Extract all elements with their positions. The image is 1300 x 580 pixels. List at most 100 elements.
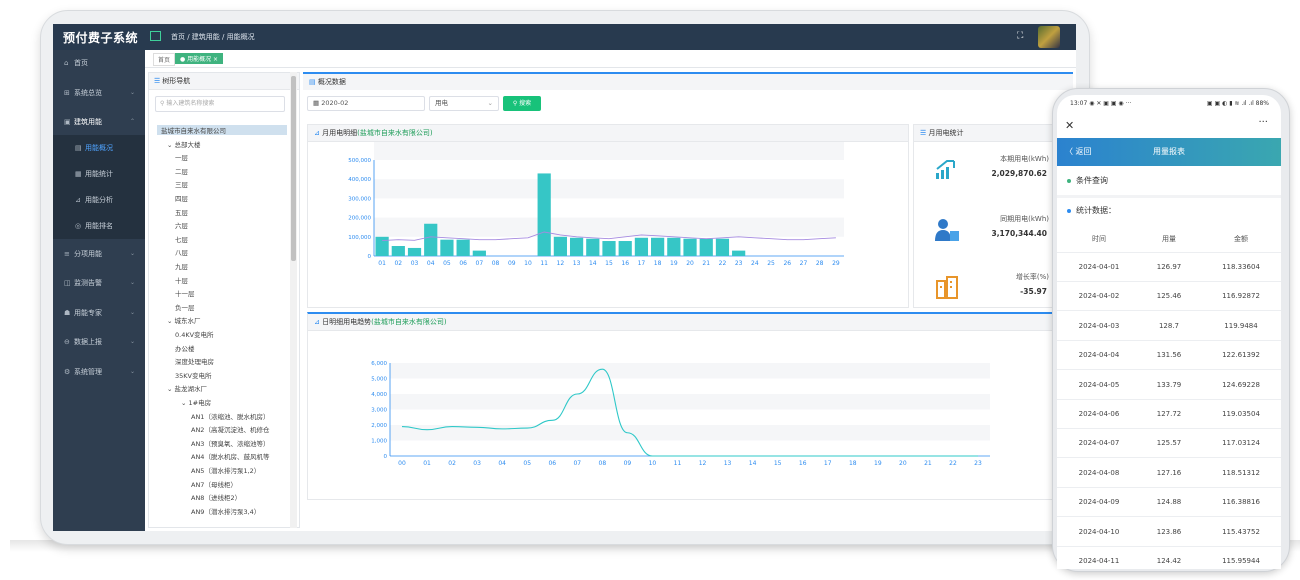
y-tick-label: 400,000	[348, 177, 371, 183]
tree-node[interactable]: 五层	[175, 208, 188, 217]
bar[interactable]	[472, 250, 486, 256]
tree-search-input[interactable]: ⚲ 输入建筑名称搜索	[155, 96, 285, 112]
table-row[interactable]: 2024-04-06 127.72 119.03504	[1057, 400, 1281, 429]
sidebar-item[interactable]: ▦ 用能统计	[53, 161, 145, 187]
status-time: 13:07 ◉ ✕ ▣ ▣ ◉ ···	[1070, 100, 1132, 107]
breadcrumb: 首页 / 建筑用能 / 用能概况	[171, 33, 255, 41]
bar[interactable]	[375, 236, 389, 256]
table-row[interactable]: 2024-04-05 133.79 124.69228	[1057, 371, 1281, 400]
close-icon[interactable]: ✕	[1065, 119, 1075, 132]
bar[interactable]	[424, 223, 438, 256]
tree-node[interactable]: 九层	[175, 263, 188, 271]
more-icon[interactable]: ···	[1258, 117, 1268, 128]
bar[interactable]	[569, 237, 584, 256]
tree-node[interactable]: ⌄ 1#电房	[181, 399, 212, 407]
bar[interactable]	[553, 236, 567, 256]
tree-node[interactable]: 盐城市自来水有限公司	[157, 125, 287, 135]
condition-query[interactable]: 条件查询	[1057, 175, 1281, 186]
main-content: ▤ 概况数据 ▦ 2020-02 用电 ⌄ ⚲ 搜索 ⊿ 月用电明细(盐城市自来水…	[303, 72, 1076, 531]
bar[interactable]	[667, 237, 681, 256]
bar[interactable]	[732, 250, 746, 256]
tree-node[interactable]: 35KV变电所	[175, 371, 212, 380]
sidebar-item[interactable]: ▤ 用能概况	[53, 135, 145, 161]
table-row[interactable]: 2024-04-10 123.86 115.43752	[1057, 518, 1281, 547]
tree-node[interactable]: 十层	[175, 276, 188, 285]
avatar[interactable]	[1038, 26, 1060, 48]
tree-node[interactable]: AN4（脱水机房、鼓风机等	[191, 453, 270, 462]
sidebar-item[interactable]: ▣ 建筑用能 ⌃	[53, 109, 145, 135]
date-picker[interactable]: ▦ 2020-02	[307, 96, 425, 111]
sidebar-item[interactable]: ⌂ 首页	[53, 50, 145, 76]
tree-node[interactable]: AN1（浓缩池、脱水机房）	[191, 412, 270, 421]
bar[interactable]	[440, 239, 454, 256]
bar[interactable]	[715, 238, 730, 256]
search-button[interactable]: ⚲ 搜索	[503, 96, 541, 111]
cell-amount: 119.9484	[1224, 321, 1258, 330]
sidebar-item[interactable]: ⊿ 用能分析	[53, 187, 145, 213]
tree-node[interactable]: 办公楼	[175, 344, 195, 353]
tree-node[interactable]: AN7（母线柜）	[191, 480, 237, 489]
tree-node[interactable]: AN3（预臭氧、浓缩池等）	[191, 439, 270, 448]
tree-node[interactable]: ⌄ 总部大楼	[167, 140, 201, 149]
bar[interactable]	[683, 238, 697, 256]
sidebar-item[interactable]: ⊖ 数据上报 ⌄	[53, 329, 145, 355]
tree-node[interactable]: 六层	[175, 222, 188, 231]
x-tick-label: 25	[767, 260, 775, 267]
tree-node[interactable]: AN8（进线柜2）	[191, 494, 242, 503]
bar[interactable]	[537, 173, 551, 256]
tree-node[interactable]: AN2（高凝沉淀池、机修仓	[191, 426, 270, 435]
table-row[interactable]: 2024-04-01 126.97 118.33604	[1057, 253, 1281, 282]
sidebar-item[interactable]: ◫ 监测告警 ⌄	[53, 270, 145, 296]
tree-node[interactable]: 三层	[175, 181, 188, 190]
table-row[interactable]: 2024-04-07 125.57 117.03124	[1057, 429, 1281, 459]
sidebar-item-label: 用能排名	[85, 222, 113, 230]
tree-node[interactable]: 七层	[175, 235, 188, 244]
stat-data-label: 统计数据：	[1076, 206, 1116, 215]
tree-scrollbar[interactable]	[290, 72, 297, 528]
tree-node[interactable]: 四层	[175, 195, 188, 203]
bar[interactable]	[391, 246, 405, 256]
tree-node[interactable]: AN9（潜水排污泵3,4）	[191, 507, 261, 516]
tree-panel: ☰ 树形导航 ⚲ 输入建筑名称搜索 盐城市自来水有限公司 ⌄ 总部大楼 一层 二层 三层四…	[148, 72, 300, 528]
tree-node[interactable]: 0.4KV变电所	[175, 331, 214, 339]
table-row[interactable]: 2024-04-08 127.16 118.51312	[1057, 459, 1281, 488]
bar[interactable]	[456, 239, 470, 256]
sidebar-item[interactable]: ◎ 用能排名	[53, 213, 145, 239]
type-select[interactable]: 用电 ⌄	[429, 96, 499, 111]
fullscreen-icon[interactable]: ⛶	[1017, 31, 1024, 41]
bar[interactable]	[407, 247, 422, 256]
tree-node[interactable]: ⌄ 盐龙湖水厂	[167, 385, 208, 394]
bar[interactable]	[699, 238, 713, 256]
bar[interactable]	[602, 241, 616, 256]
sidebar-item[interactable]: ☗ 用能专家 ⌄	[53, 300, 145, 326]
bar[interactable]	[586, 238, 600, 256]
bar[interactable]	[651, 237, 665, 256]
tree-node[interactable]: 八层	[175, 249, 188, 258]
menu-toggle-icon[interactable]	[150, 31, 161, 41]
table-row[interactable]: 2024-04-11 124.42 115.95944	[1057, 547, 1281, 569]
tree-node[interactable]: 深度处理电房	[175, 358, 214, 367]
tree-node[interactable]: AN5（潜水排污泵1,2）	[191, 467, 261, 475]
back-button[interactable]: 〈 返回	[1065, 147, 1092, 156]
tab-overview[interactable]: ● 用能概况 ×	[175, 53, 224, 64]
sidebar-item[interactable]: ≡ 分项用能 ⌄	[53, 241, 145, 267]
col-usage: 用量	[1162, 235, 1176, 243]
table-row[interactable]: 2024-04-04 131.56 122.61392	[1057, 341, 1281, 371]
tree-node[interactable]: 二层	[175, 167, 188, 176]
tree-node[interactable]: 十一层	[175, 290, 195, 299]
x-tick-label: 07	[476, 260, 484, 267]
tab-home[interactable]: 首页	[153, 53, 176, 66]
table-row[interactable]: 2024-04-09 124.88 116.38816	[1057, 488, 1281, 518]
tree-node[interactable]: 一层	[175, 154, 188, 163]
monthly-chart-box: ⊿ 月用电明细(盐城市自来水有限公司) 0 100,000 200,000 300,0…	[307, 124, 909, 308]
table-row[interactable]: 2024-04-02 125.46 116.92872	[1057, 282, 1281, 312]
sidebar-item-label: 建筑用能	[74, 118, 102, 126]
tree-node[interactable]: ⌄ 城东水厂	[167, 317, 201, 326]
sidebar-item[interactable]: ⚙ 系统管理 ⌄	[53, 359, 145, 385]
table-row[interactable]: 2024-04-03 128.7 119.9484	[1057, 312, 1281, 341]
bar[interactable]	[618, 241, 632, 256]
sidebar-item[interactable]: ⊞ 系统总览 ⌄	[53, 80, 145, 106]
cell-time: 2024-04-08	[1078, 468, 1120, 477]
tree-node[interactable]: 负一层	[175, 303, 195, 312]
bar[interactable]	[634, 237, 649, 256]
